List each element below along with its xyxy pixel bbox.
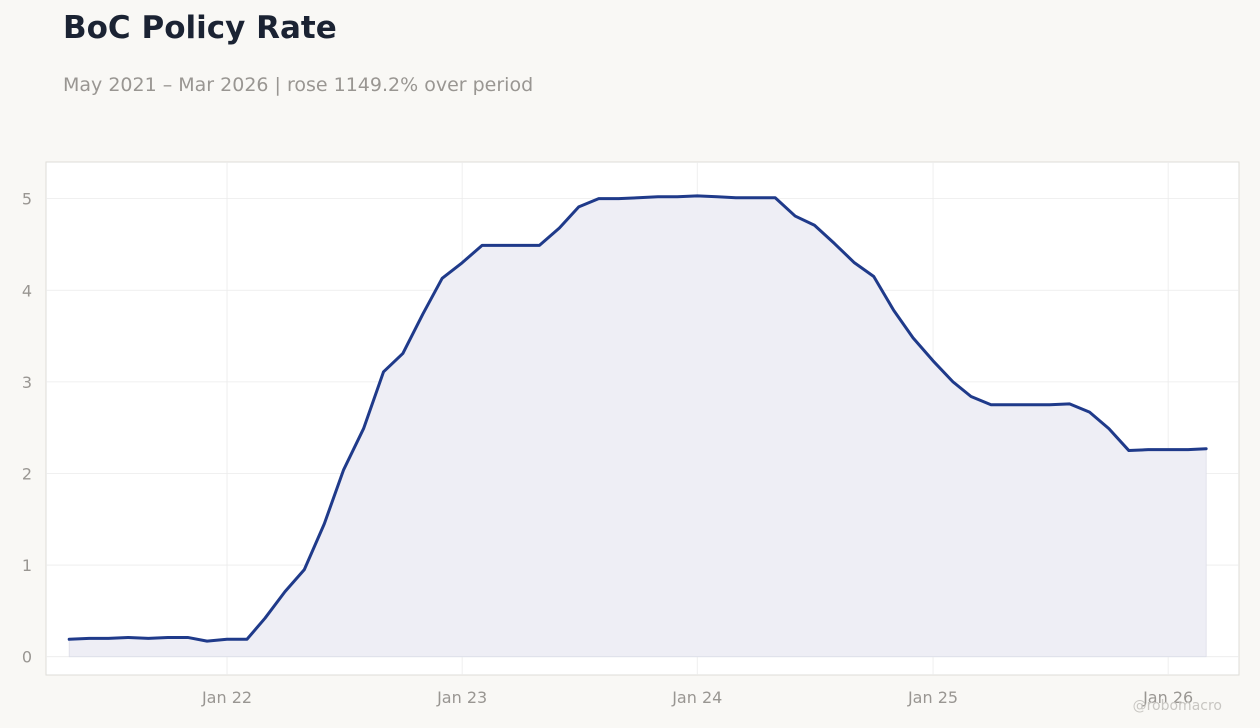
y-axis-tick-labels: 0 1 2 3 4 5 bbox=[22, 190, 32, 667]
x-tick-label: Jan 23 bbox=[436, 688, 487, 707]
chart-subtitle: May 2021 – Mar 2026 | rose 1149.2% over … bbox=[63, 74, 534, 96]
x-tick-label: Jan 26 bbox=[1142, 688, 1193, 707]
y-tick-label: 0 bbox=[22, 648, 32, 667]
chart-title: BoC Policy Rate bbox=[63, 10, 337, 46]
watermark: @robomacro bbox=[1132, 698, 1222, 714]
y-tick-label: 4 bbox=[22, 281, 32, 300]
x-axis-tick-labels: Jan 22 Jan 23 Jan 24 Jan 25 Jan 26 bbox=[201, 688, 1193, 707]
series-line bbox=[67, 194, 1208, 643]
x-tick-label: Jan 22 bbox=[201, 688, 252, 707]
y-tick-label: 3 bbox=[22, 373, 32, 392]
y-tick-label: 1 bbox=[22, 556, 32, 575]
y-tick-label: 2 bbox=[22, 464, 32, 483]
x-tick-label: Jan 24 bbox=[671, 688, 722, 707]
y-tick-label: 5 bbox=[22, 190, 32, 209]
x-tick-label: Jan 25 bbox=[907, 688, 958, 707]
